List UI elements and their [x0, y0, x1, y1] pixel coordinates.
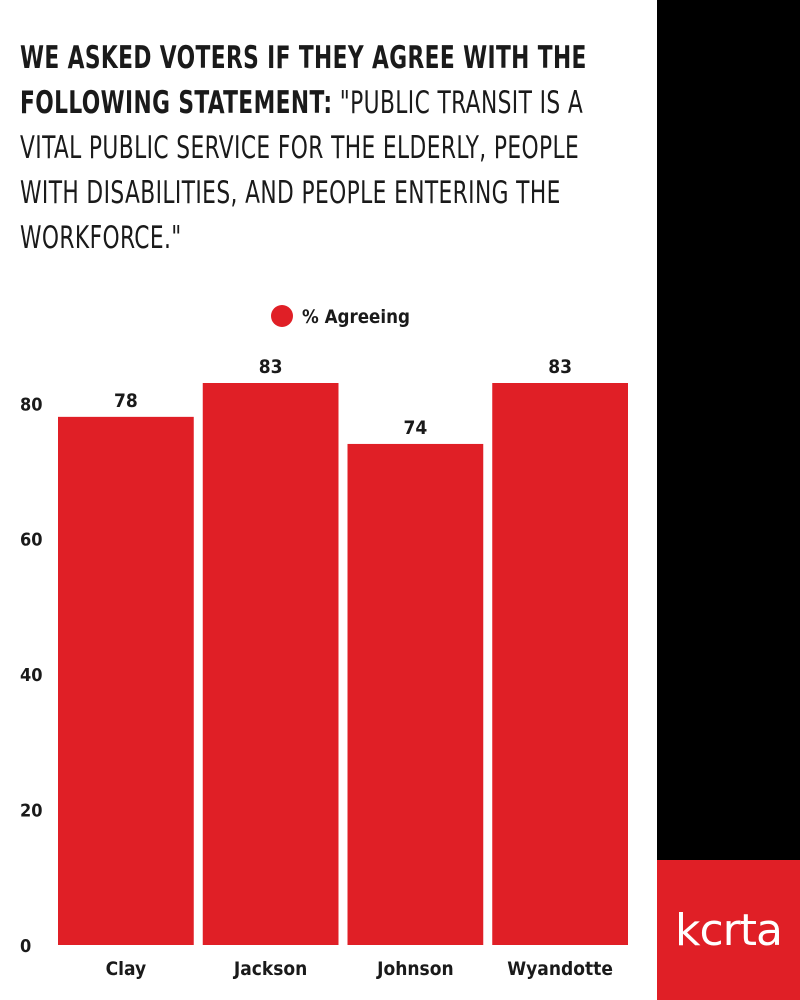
- y-tick-label: 60: [20, 530, 43, 551]
- x-tick-label: Clay: [106, 958, 147, 980]
- y-tick-label: 0: [20, 936, 31, 957]
- data-label: 74: [403, 417, 427, 439]
- brand-logo: kcrta: [657, 860, 800, 1000]
- title-statement: "PUBLIC TRANSIT IS A VITAL PUBLIC SERVIC…: [20, 85, 584, 256]
- x-tick-label: Jackson: [233, 958, 307, 980]
- legend: % Agreeing: [271, 305, 410, 328]
- x-tick-label: Wyandotte: [507, 958, 613, 980]
- bar-johnson: [347, 443, 484, 945]
- title-question: WE ASKED VOTERS IF THEY AGREE WITH THE F…: [20, 40, 587, 121]
- x-tick-label: Johnson: [376, 958, 454, 980]
- data-label: 83: [259, 356, 283, 378]
- y-axis: 0 20 40 60 80: [20, 394, 43, 957]
- legend-swatch: [271, 305, 293, 327]
- y-tick-label: 20: [20, 801, 43, 822]
- bar-wyandotte: [492, 383, 628, 945]
- x-axis: Clay Jackson Johnson Wyandotte: [106, 958, 613, 980]
- brand-logo-text: kcrta: [675, 904, 783, 956]
- bar-jackson: [202, 383, 339, 945]
- data-label: 78: [114, 390, 138, 412]
- bar-clay: [58, 416, 194, 945]
- y-tick-label: 80: [20, 394, 43, 415]
- black-side-panel: [657, 0, 800, 860]
- bars: 78 83 74 83: [58, 356, 628, 945]
- bar-chart: % Agreeing 0 20 40 60 80 78 83 74 83 Clay Jackso…: [20, 305, 628, 980]
- data-label: 83: [548, 356, 572, 378]
- legend-label: % Agreeing: [302, 306, 410, 328]
- y-tick-label: 40: [20, 665, 43, 686]
- chart-title: WE ASKED VOTERS IF THEY AGREE WITH THE F…: [20, 36, 640, 261]
